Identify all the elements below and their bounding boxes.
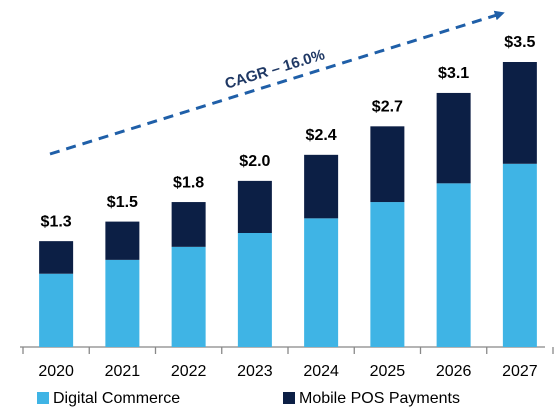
total-label: $2.4 bbox=[306, 127, 337, 144]
bar-segment bbox=[370, 202, 405, 347]
legend-label: Digital Commerce bbox=[53, 390, 180, 407]
bar-segment bbox=[237, 233, 272, 347]
bar-segment bbox=[39, 273, 74, 347]
bar-segment bbox=[304, 154, 339, 219]
trend-arrow bbox=[49, 10, 505, 156]
legend-swatch bbox=[283, 392, 295, 404]
bar-segment bbox=[171, 202, 206, 247]
x-tick-label: 2022 bbox=[171, 363, 207, 380]
x-tick-label: 2026 bbox=[436, 363, 472, 380]
total-label: $1.5 bbox=[107, 194, 138, 211]
x-tick-label: 2023 bbox=[237, 363, 273, 380]
total-label: $1.3 bbox=[41, 213, 72, 230]
annotation: CAGR – 16.0% bbox=[223, 46, 327, 92]
x-tick-label: 2027 bbox=[502, 363, 538, 380]
bar-segment bbox=[436, 183, 471, 347]
total-label: $1.8 bbox=[173, 174, 204, 191]
bar-segment bbox=[105, 259, 140, 347]
bar-segment bbox=[304, 218, 339, 347]
bar-segment bbox=[39, 241, 74, 274]
x-tick-label: 2024 bbox=[303, 363, 339, 380]
bar-segment bbox=[171, 246, 206, 347]
bar-segment bbox=[370, 126, 405, 203]
legend-swatch bbox=[37, 392, 49, 404]
x-tick-label: 2021 bbox=[105, 363, 141, 380]
x-tick-label: 2025 bbox=[370, 363, 406, 380]
bar-segment bbox=[502, 163, 537, 347]
total-label: $2.0 bbox=[239, 153, 270, 170]
bar-segment bbox=[105, 221, 140, 260]
x-tick-label: 2020 bbox=[38, 363, 74, 380]
total-label: $3.1 bbox=[438, 65, 469, 82]
total-label: $3.5 bbox=[504, 34, 535, 51]
bar-segment bbox=[436, 92, 471, 184]
bar-segment bbox=[237, 180, 272, 233]
total-label: $2.7 bbox=[372, 99, 403, 116]
bar-segment bbox=[502, 62, 537, 164]
legend-label: Mobile POS Payments bbox=[299, 390, 460, 407]
